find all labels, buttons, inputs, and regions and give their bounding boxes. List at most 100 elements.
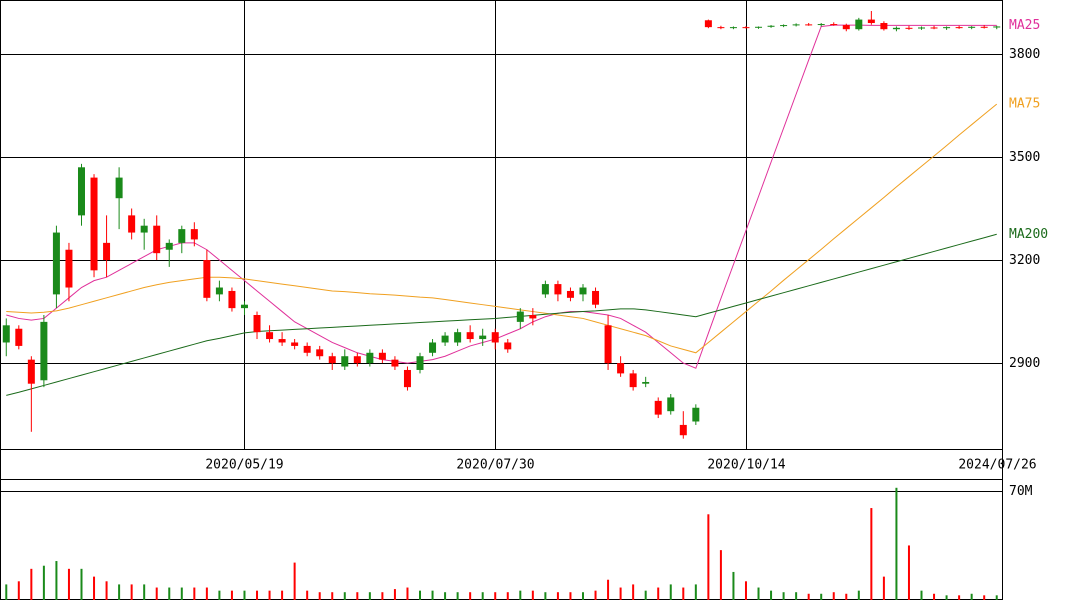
- volume-bar: [368, 592, 371, 600]
- candle-body: [215, 287, 223, 295]
- volume-bar: [970, 593, 973, 600]
- candle-body: [429, 342, 437, 353]
- volume-bar: [356, 592, 359, 600]
- candle-body: [943, 27, 951, 29]
- candle-body: [140, 225, 148, 233]
- candle-body: [291, 342, 299, 346]
- ma-line: [6, 103, 998, 354]
- volume-bar: [732, 571, 735, 600]
- candle-body: [504, 342, 512, 350]
- candle-body: [153, 225, 161, 254]
- volume-bar: [243, 590, 246, 600]
- y-tick-label: 2900: [1009, 356, 1040, 371]
- volume-bar: [682, 587, 685, 600]
- volume-bar: [494, 592, 497, 600]
- candle-body: [178, 229, 186, 243]
- volume-bar: [594, 590, 597, 600]
- candle-body: [441, 335, 449, 343]
- volume-bar: [933, 593, 936, 600]
- volume-bar: [907, 545, 910, 600]
- volume-bar: [770, 590, 773, 600]
- candle-body: [27, 359, 35, 384]
- volume-bar: [657, 587, 660, 600]
- candle-body: [353, 356, 361, 364]
- candle-body: [90, 177, 98, 271]
- volume-bar: [17, 581, 20, 600]
- volume-bar: [143, 584, 146, 600]
- volume-bar: [644, 590, 647, 600]
- volume-bar: [795, 592, 798, 600]
- candle-body: [554, 284, 562, 295]
- volume-bar: [958, 595, 961, 600]
- volume-bar: [80, 568, 83, 600]
- candle-body: [341, 356, 349, 367]
- candle-body: [366, 352, 374, 364]
- volume-bar: [870, 508, 873, 600]
- volume-bar: [30, 568, 33, 600]
- candle-body: [867, 19, 875, 24]
- candle-body: [240, 304, 248, 309]
- volume-bar: [882, 576, 885, 600]
- volume-bar: [93, 576, 96, 600]
- volume-bar: [218, 590, 221, 600]
- volume-bar: [105, 581, 108, 600]
- candle-body: [830, 24, 838, 26]
- candle-body: [328, 356, 336, 364]
- candle-body: [52, 232, 60, 295]
- candle-body: [541, 284, 549, 295]
- volume-bar: [569, 592, 572, 600]
- candle-body: [930, 27, 938, 29]
- candle-body: [842, 25, 850, 30]
- volume-frame: [0, 479, 1003, 600]
- candle-body: [755, 26, 763, 28]
- candle-body: [165, 242, 173, 250]
- candle-body: [228, 290, 236, 309]
- candle-body: [516, 311, 524, 322]
- candle-body: [378, 352, 386, 360]
- volume-bar: [744, 581, 747, 600]
- volume-bar: [694, 584, 697, 600]
- volume-bar: [118, 584, 121, 600]
- volume-bar: [556, 592, 559, 600]
- x-tick-label: 2020/07/30: [456, 458, 534, 473]
- candle-body: [679, 424, 687, 436]
- volume-bar: [983, 595, 986, 600]
- y-tick-label: 3800: [1009, 47, 1040, 62]
- volume-bar: [55, 561, 58, 600]
- volume-bar: [230, 590, 233, 600]
- candle-body: [642, 381, 650, 384]
- volume-bar: [832, 592, 835, 600]
- volume-bar: [995, 595, 998, 600]
- volume-bar: [318, 592, 321, 600]
- volume-bar: [531, 590, 534, 600]
- volume-bar: [782, 592, 785, 600]
- ma-line: [6, 24, 997, 369]
- candle-body: [316, 349, 324, 357]
- volume-bar: [67, 568, 70, 600]
- volume-bar: [293, 562, 296, 600]
- candle-body: [203, 260, 211, 298]
- volume-bar: [619, 587, 622, 600]
- volume-bar: [920, 590, 923, 600]
- x-tick-label: 2020/05/19: [205, 458, 283, 473]
- volume-bar: [757, 587, 760, 600]
- candle-body: [566, 290, 574, 298]
- volume-bar: [130, 584, 133, 600]
- volume-bar: [481, 592, 484, 600]
- volume-bar: [632, 584, 635, 600]
- volume-bar: [42, 565, 45, 600]
- volume-bar: [506, 592, 509, 600]
- volume-bar: [845, 593, 848, 600]
- candle-body: [892, 27, 900, 30]
- ma-line: [6, 233, 997, 396]
- candle-body: [15, 328, 23, 346]
- volume-bar: [719, 550, 722, 600]
- legend-label: MA25: [1009, 18, 1040, 33]
- candle-body: [968, 26, 976, 28]
- volume-bar: [306, 590, 309, 600]
- candle-body: [77, 167, 85, 216]
- candle-body: [918, 27, 926, 29]
- volume-bar: [393, 589, 396, 600]
- candle-body: [817, 24, 825, 26]
